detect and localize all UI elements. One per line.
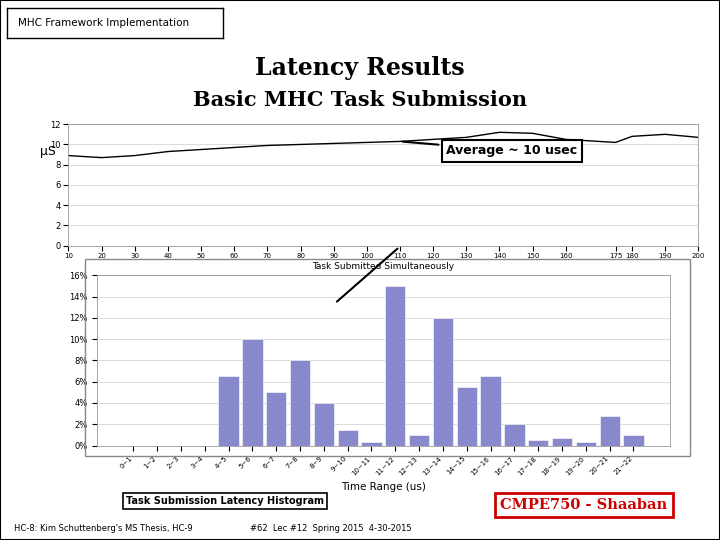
Y-axis label: μS: μS [40,145,56,158]
Bar [338,429,358,445]
Bar [266,393,287,446]
Text: Average ~ 10 usec: Average ~ 10 usec [402,141,577,158]
Bar [528,440,549,445]
Bar [600,416,620,446]
Text: HC-8: Kim Schuttenberg's MS Thesis, HC-9: HC-8: Kim Schuttenberg's MS Thesis, HC-9 [14,524,193,532]
Bar [576,442,596,446]
Bar [218,376,239,446]
Bar [385,286,405,445]
Text: CMPE750 - Shaaban: CMPE750 - Shaaban [500,498,667,512]
Bar [314,403,334,445]
Bar [456,387,477,446]
X-axis label: Task Submitted Simultaneously: Task Submitted Simultaneously [312,262,454,271]
Bar [290,361,310,446]
Text: Basic MHC Task Submission: Basic MHC Task Submission [193,90,527,110]
Text: MHC Framework Implementation: MHC Framework Implementation [18,18,189,28]
Text: Task Submission Latency Histogram: Task Submission Latency Histogram [126,496,324,506]
Bar [504,424,524,445]
Bar [409,435,429,446]
Text: #62  Lec #12  Spring 2015  4-30-2015: #62 Lec #12 Spring 2015 4-30-2015 [251,524,412,532]
Bar [480,376,500,446]
X-axis label: Time Range (us): Time Range (us) [341,482,426,492]
Bar [433,318,453,446]
Bar [624,435,644,446]
Bar [361,442,382,446]
Text: Latency Results: Latency Results [255,56,465,79]
Bar [243,339,263,446]
Bar [552,438,572,446]
